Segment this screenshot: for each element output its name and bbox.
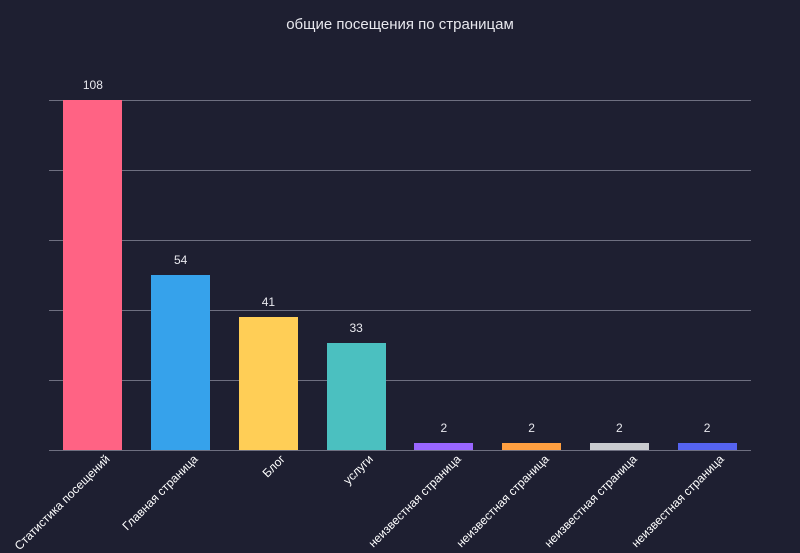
gridline (49, 100, 751, 101)
value-label: 2 (440, 421, 448, 435)
bar[interactable] (677, 443, 737, 450)
x-tick-label: неизвестная страница (453, 452, 552, 551)
x-tick-label: услуги (340, 452, 377, 488)
x-tick-label: неизвестная страница (628, 452, 728, 551)
value-label: 108 (82, 78, 103, 92)
bar[interactable] (414, 443, 474, 450)
value-label: 41 (261, 295, 276, 310)
value-label: 2 (528, 421, 535, 435)
value-label: 2 (616, 421, 623, 435)
bar[interactable] (238, 317, 298, 450)
value-label: 54 (173, 253, 188, 267)
value-label: 2 (703, 421, 711, 435)
gridline (49, 380, 751, 381)
value-label: 33 (349, 321, 363, 336)
gridline (49, 450, 751, 451)
bar[interactable] (502, 443, 562, 450)
gridline (49, 170, 751, 171)
x-tick-label: Блог (260, 452, 289, 481)
bar[interactable] (326, 343, 386, 450)
gridline (49, 240, 751, 241)
x-tick-label: неизвестная страница (541, 452, 640, 551)
bar[interactable] (589, 443, 649, 450)
gridline (49, 310, 751, 311)
bar[interactable] (151, 275, 211, 450)
plot-area: 108 Статистика посещений 54 Главная страниц… (12, 78, 751, 553)
chart-title: общие посещения по страницам (286, 16, 514, 33)
x-tick-label: неизвестная страница (365, 452, 464, 551)
bar[interactable] (63, 100, 123, 450)
x-tick-label: Главная страница (119, 452, 201, 534)
x-tick-label: Статистика посещений (11, 452, 113, 553)
